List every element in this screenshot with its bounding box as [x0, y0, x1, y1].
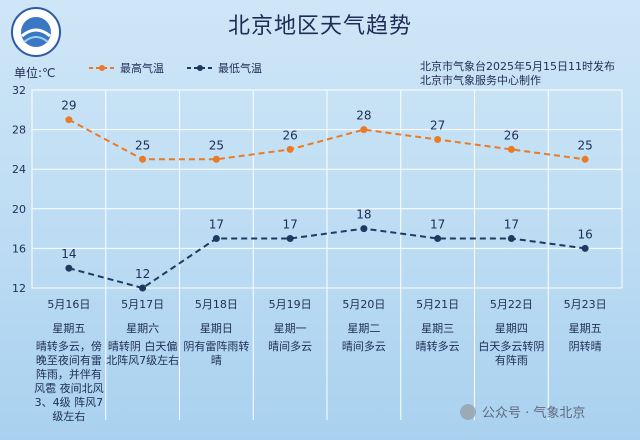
- issuer-line-2: 北京市气象服务中心制作: [420, 74, 541, 87]
- weather-description: 阴转晴: [568, 340, 602, 353]
- data-label-low: 17: [430, 218, 445, 232]
- weather-description: 白天多云转阴有阵雨: [478, 340, 545, 367]
- point-low: [286, 235, 294, 242]
- x-tick-date: 5月17日: [121, 298, 165, 311]
- weather-description: 晴转多云，傍晚至夜间有雷阵雨，并伴有风雹 夜间北风3、4级 阵风7级左右: [34, 340, 104, 423]
- point-low: [434, 235, 442, 242]
- point-high: [581, 155, 589, 163]
- x-tick-date: 5月23日: [563, 298, 607, 311]
- series-line-high: [68, 118, 586, 161]
- weather-description: 晴转阴 白天偏北阵风7级左右: [106, 340, 180, 367]
- data-label-high: 25: [209, 138, 224, 152]
- legend-high-label: 最高气温: [120, 62, 164, 75]
- point-low: [581, 244, 589, 252]
- data-label-high: 28: [356, 109, 371, 123]
- watermark-text: 公众号 · 气象北京: [482, 406, 586, 421]
- data-label-low: 17: [209, 218, 224, 232]
- weekday-label: 星期五: [568, 322, 602, 335]
- point-high: [139, 155, 147, 163]
- weekday-label: 星期二: [347, 322, 381, 335]
- x-tick-date: 5月21日: [416, 298, 460, 311]
- chart-title: 北京地区天气趋势: [227, 14, 412, 39]
- x-tick-date: 5月19日: [268, 298, 312, 311]
- series-line-low: [68, 227, 586, 290]
- x-tick-date: 5月20日: [342, 298, 386, 311]
- x-tick-date: 5月22日: [489, 298, 533, 311]
- data-label-high: 29: [61, 99, 76, 113]
- weekday-label: 星期六: [126, 322, 160, 335]
- point-high: [65, 116, 73, 124]
- weekday-label: 星期日: [199, 322, 233, 335]
- point-high: [212, 155, 220, 163]
- data-label-high: 25: [135, 138, 150, 152]
- point-low: [360, 225, 368, 233]
- point-high: [286, 145, 294, 153]
- wechat-icon: [460, 403, 476, 420]
- data-label-high: 27: [430, 119, 445, 133]
- legend-low-label: 最低气温: [218, 62, 262, 75]
- y-tick-label: 24: [12, 163, 26, 176]
- weather-description: 晴间多云: [268, 340, 313, 353]
- weekday-label: 星期一: [273, 322, 307, 335]
- point-low: [65, 264, 73, 272]
- point-high: [434, 136, 442, 143]
- x-tick-date: 5月16日: [47, 298, 91, 311]
- data-label-high: 26: [282, 128, 297, 142]
- y-tick-label: 16: [12, 242, 26, 255]
- x-tick-date: 5月18日: [194, 298, 238, 311]
- issuer-line-1: 北京市气象台2025年5月15日11时发布: [420, 60, 615, 73]
- data-label-low: 17: [504, 218, 519, 232]
- weather-description: 晴转多云: [415, 340, 460, 353]
- data-label-low: 18: [356, 208, 371, 222]
- point-low: [139, 284, 147, 292]
- point-low: [507, 235, 515, 242]
- legend-low: 最低气温: [186, 60, 262, 76]
- y-tick-label: 28: [12, 124, 26, 137]
- data-label-low: 17: [282, 218, 297, 232]
- weather-description: 晴间多云: [341, 340, 386, 353]
- weekday-label: 星期三: [421, 322, 455, 335]
- data-label-high: 25: [577, 138, 592, 152]
- weather-description: 阴有雷阵雨转晴: [183, 340, 250, 367]
- weekday-label: 星期四: [494, 322, 528, 335]
- data-label-low: 14: [61, 247, 76, 261]
- point-low: [212, 235, 220, 242]
- cma-logo-icon: [11, 7, 61, 57]
- y-tick-label: 12: [12, 282, 26, 295]
- legend-high-swatch: [89, 65, 115, 71]
- weekday-label: 星期五: [52, 322, 86, 335]
- legend-high: 最高气温: [88, 60, 164, 76]
- point-high: [360, 126, 368, 134]
- y-tick-label: 20: [12, 203, 26, 216]
- y-tick-label: 32: [12, 84, 26, 97]
- legend-low-swatch: [187, 65, 213, 71]
- point-high: [507, 145, 515, 153]
- data-label-low: 12: [135, 267, 150, 281]
- data-label-low: 16: [577, 227, 592, 241]
- data-label-high: 26: [504, 128, 519, 142]
- unit-label: 单位:℃: [14, 66, 56, 80]
- watermark: 公众号 · 气象北京: [460, 402, 585, 421]
